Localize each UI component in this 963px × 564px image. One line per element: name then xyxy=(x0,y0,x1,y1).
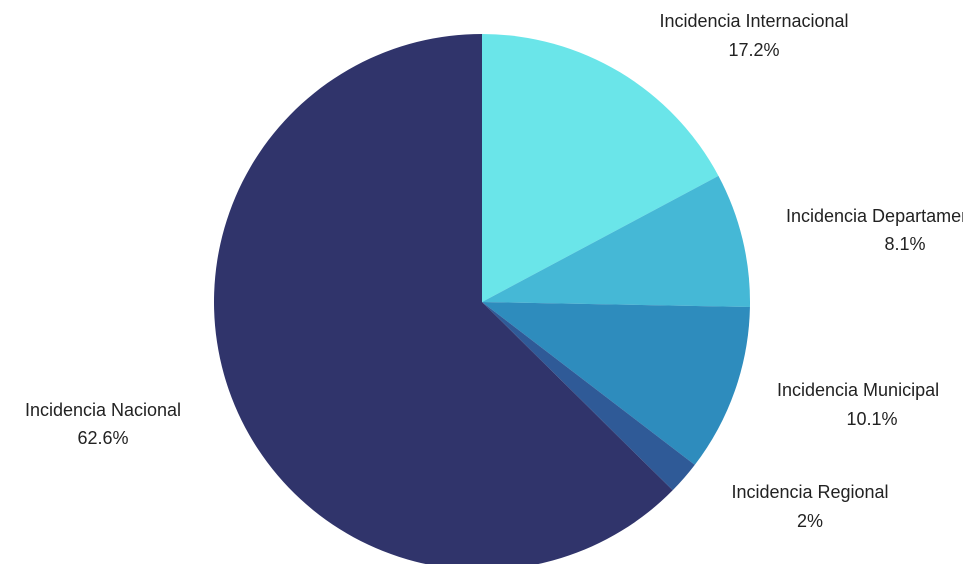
label-internacional-name: Incidencia Internacional xyxy=(659,11,848,31)
slice-incidencia-internacional xyxy=(482,34,719,302)
pie-labels: Incidencia Internacional 17.2% Incidenci… xyxy=(25,11,963,531)
label-nacional-name: Incidencia Nacional xyxy=(25,400,181,420)
label-departamental-name: Incidencia Departamental xyxy=(786,206,963,226)
label-regional-name: Incidencia Regional xyxy=(731,482,888,502)
label-municipal-name: Incidencia Municipal xyxy=(777,380,939,400)
label-internacional-pct: 17.2% xyxy=(728,40,779,60)
slice-incidencia-nacional xyxy=(214,34,673,564)
slice-incidencia-regional xyxy=(482,302,695,491)
slice-incidencia-municipal xyxy=(482,302,750,465)
slice-incidencia-departamental xyxy=(482,175,750,308)
label-departamental-pct: 8.1% xyxy=(884,234,925,254)
label-municipal-pct: 10.1% xyxy=(846,409,897,429)
label-regional-pct: 2% xyxy=(797,511,823,531)
label-nacional-pct: 62.6% xyxy=(77,428,128,448)
pie-slices xyxy=(214,34,750,564)
